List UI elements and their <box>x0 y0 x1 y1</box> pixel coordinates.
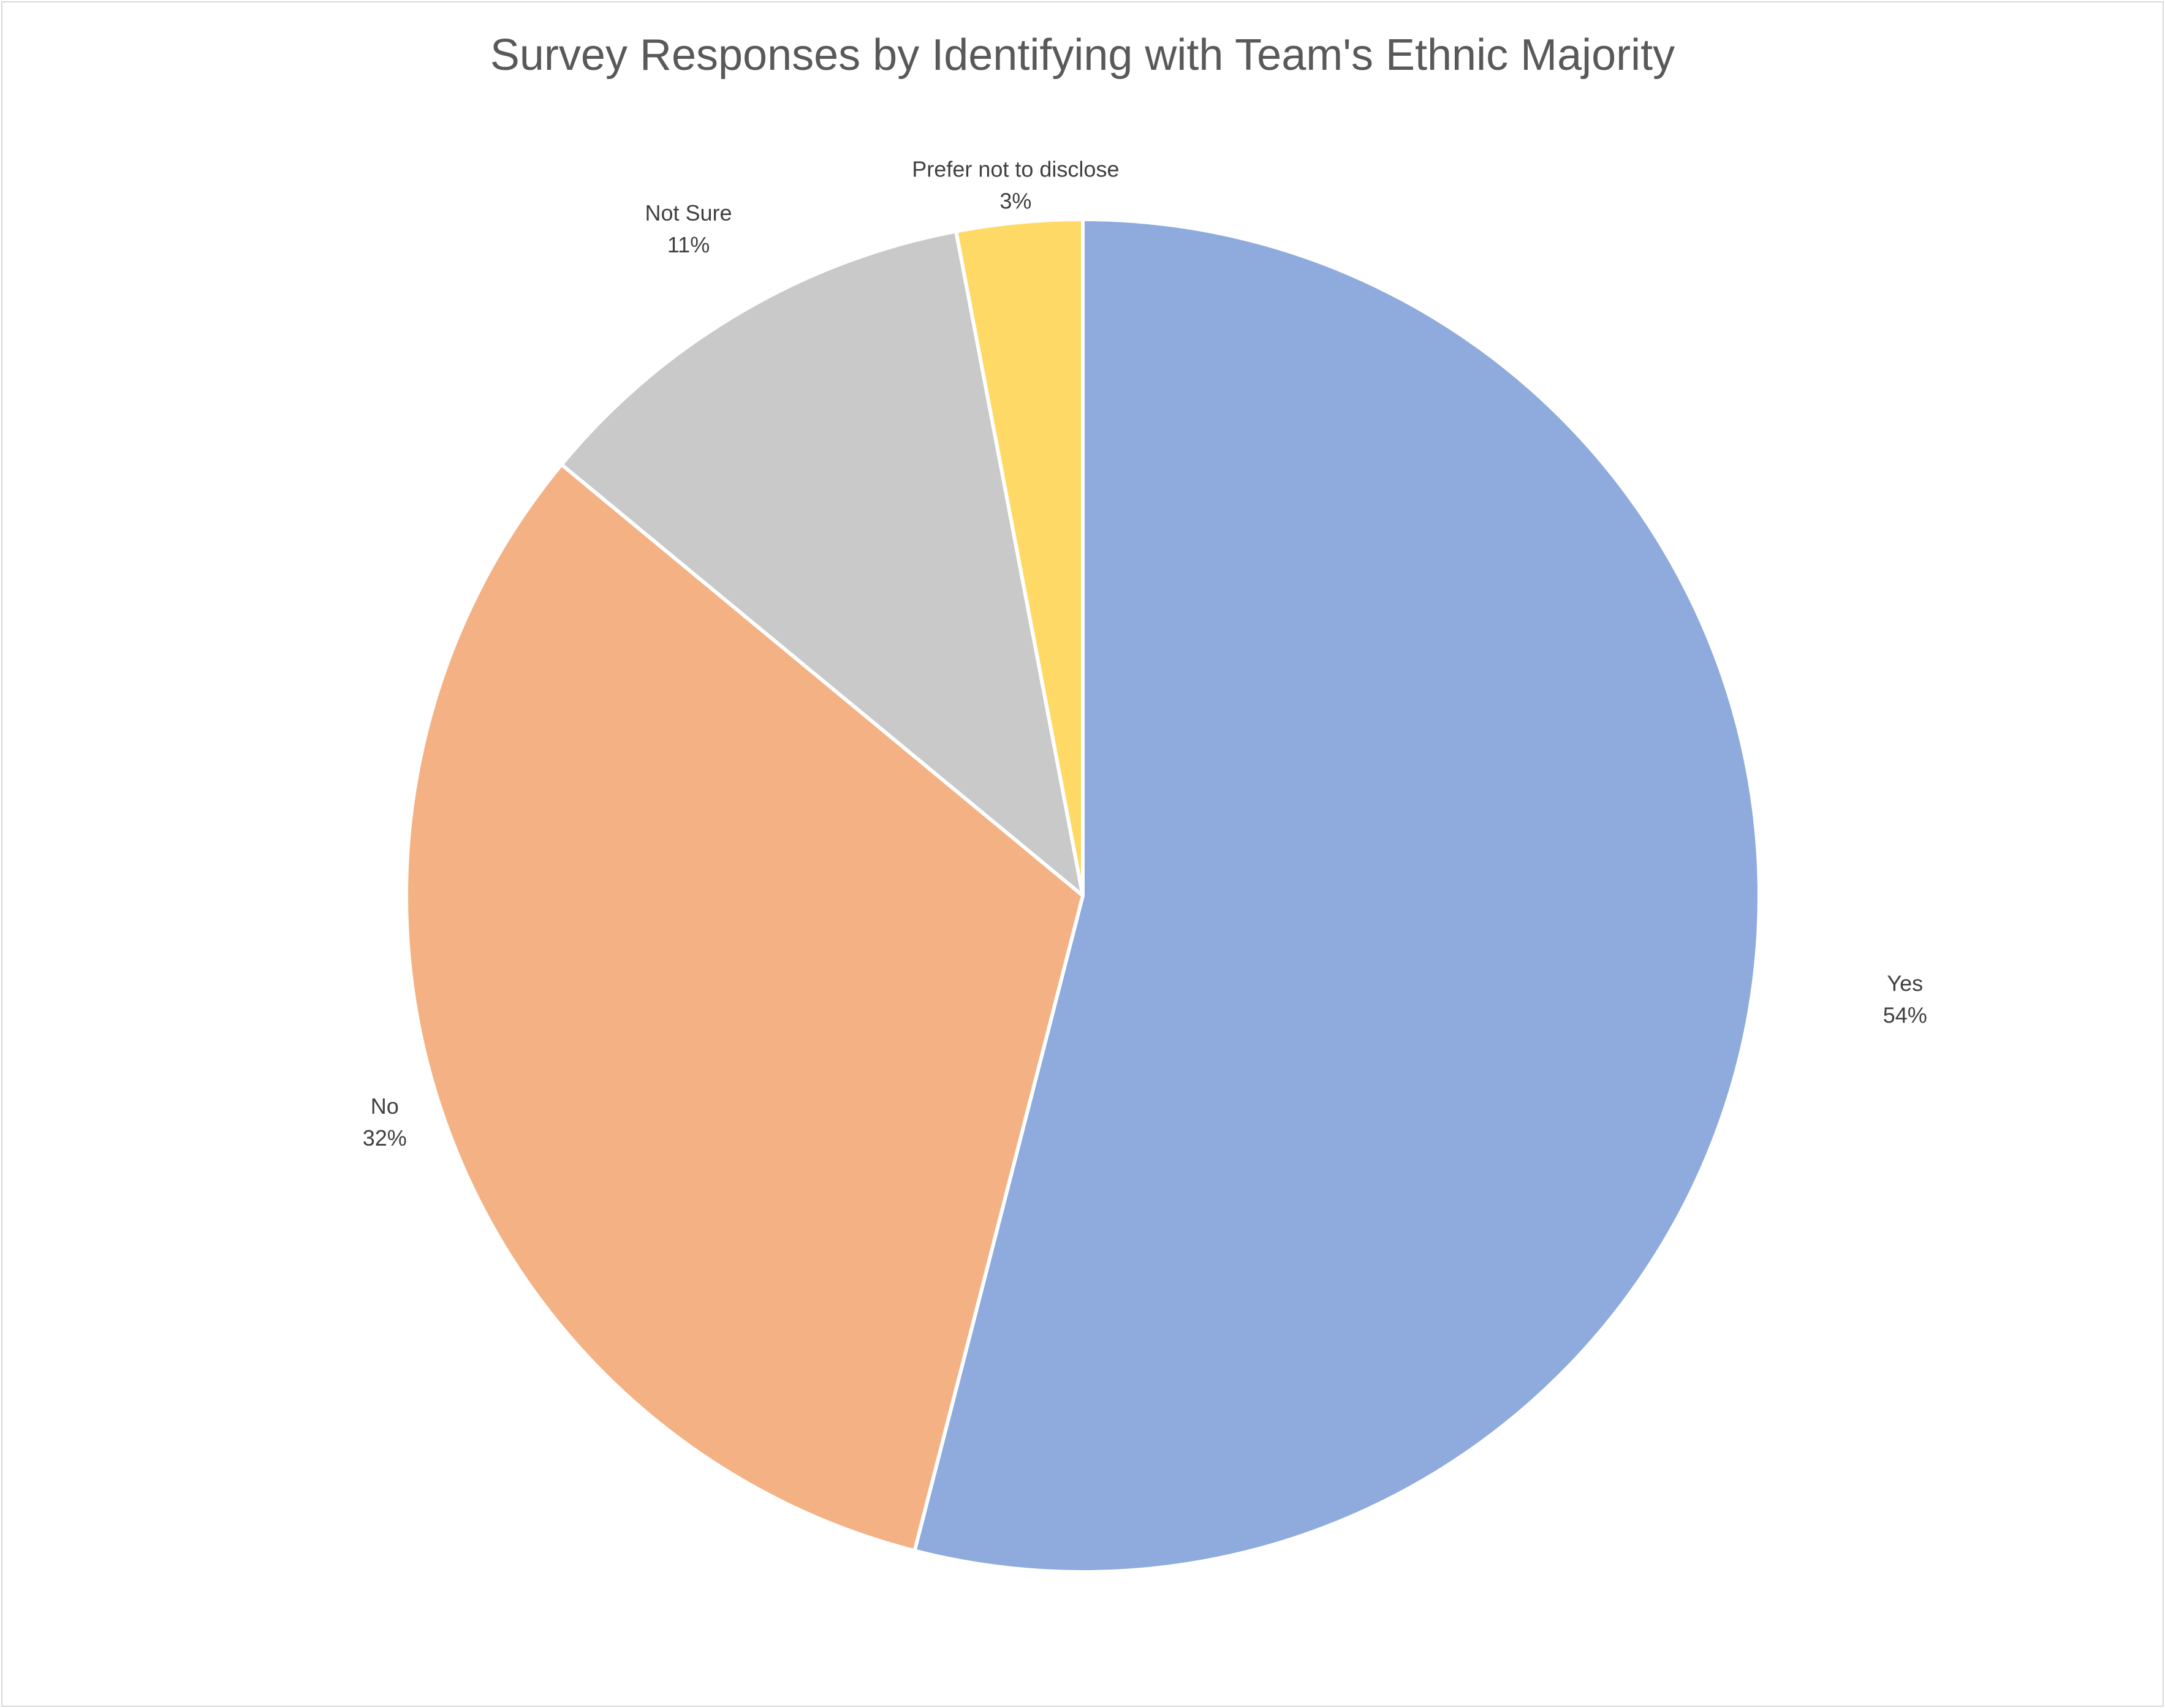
data-label-no: No 32% <box>363 1094 407 1151</box>
pie-labels: Yes 54% No 32% Not Sure 11% Prefer not to disc… <box>363 156 1927 1151</box>
pie-slice-yes <box>912 217 1761 1574</box>
data-label-percent: 11% <box>667 232 710 257</box>
pie-slices <box>404 217 1761 1574</box>
data-label-percent: 32% <box>363 1125 407 1151</box>
data-label-category: No <box>371 1094 399 1119</box>
data-label-category: Yes <box>1887 971 1923 996</box>
data-label-percent: 54% <box>1883 1003 1927 1028</box>
data-label-percent: 3% <box>999 188 1031 213</box>
data-label-yes: Yes 54% <box>1883 971 1927 1028</box>
chart-title: Survey Responses by Identifying with Tea… <box>490 31 1675 80</box>
pie-slice-no <box>404 463 1085 1553</box>
data-label-prefer-not-to-disclose: Prefer not to disclose 3% <box>912 156 1119 213</box>
data-label-not-sure: Not Sure 11% <box>645 200 732 257</box>
data-label-category: Not Sure <box>645 200 732 225</box>
pie-slice-prefer-not-to-disclose <box>954 217 1085 897</box>
data-label-category: Prefer not to disclose <box>912 156 1119 181</box>
pie-slice-not-sure <box>559 229 1085 897</box>
